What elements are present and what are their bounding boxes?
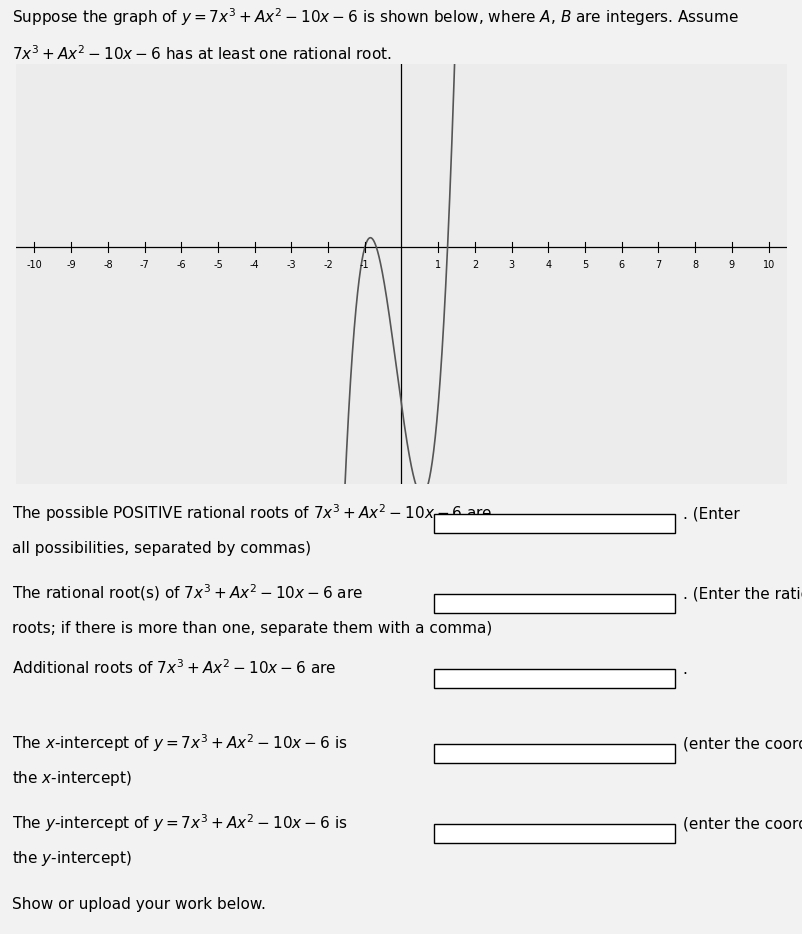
Bar bbox=[433, 594, 674, 613]
Text: . (Enter the rational: . (Enter the rational bbox=[682, 587, 802, 601]
Text: 2: 2 bbox=[472, 260, 477, 270]
Text: -9: -9 bbox=[67, 260, 76, 270]
Text: 10: 10 bbox=[762, 260, 774, 270]
Text: The $y$-intercept of $y = 7x^3 + Ax^2 - 10x - 6$ is: The $y$-intercept of $y = 7x^3 + Ax^2 - … bbox=[12, 812, 347, 834]
Bar bbox=[433, 669, 674, 688]
Text: all possibilities, separated by commas): all possibilities, separated by commas) bbox=[12, 541, 311, 556]
Bar bbox=[433, 744, 674, 763]
Text: -2: -2 bbox=[323, 260, 333, 270]
Text: -8: -8 bbox=[103, 260, 112, 270]
Text: 9: 9 bbox=[728, 260, 734, 270]
Text: 3: 3 bbox=[508, 260, 514, 270]
Text: 7: 7 bbox=[654, 260, 661, 270]
Text: 6: 6 bbox=[618, 260, 624, 270]
Text: -1: -1 bbox=[359, 260, 369, 270]
Text: Suppose the graph of $y = 7x^3 + Ax^2 - 10x - 6$ is shown below, where $A$, $B$ : Suppose the graph of $y = 7x^3 + Ax^2 - … bbox=[12, 7, 738, 28]
Text: -6: -6 bbox=[176, 260, 186, 270]
Text: Additional roots of $7x^3 + Ax^2 - 10x - 6$ are: Additional roots of $7x^3 + Ax^2 - 10x -… bbox=[12, 658, 336, 677]
Text: 8: 8 bbox=[691, 260, 698, 270]
Text: -5: -5 bbox=[213, 260, 222, 270]
Text: 5: 5 bbox=[581, 260, 587, 270]
Text: The possible POSITIVE rational roots of $7x^3 + Ax^2 - 10x - 6$ are: The possible POSITIVE rational roots of … bbox=[12, 502, 492, 524]
Text: -7: -7 bbox=[140, 260, 149, 270]
Text: . (Enter: . (Enter bbox=[682, 507, 739, 522]
Text: the $x$-intercept): the $x$-intercept) bbox=[12, 769, 132, 787]
Text: (enter the coordinates of: (enter the coordinates of bbox=[682, 737, 802, 752]
Text: 1: 1 bbox=[435, 260, 441, 270]
Text: -10: -10 bbox=[26, 260, 43, 270]
Text: the $y$-intercept): the $y$-intercept) bbox=[12, 849, 132, 868]
Text: -3: -3 bbox=[286, 260, 296, 270]
Text: .: . bbox=[682, 662, 687, 677]
Bar bbox=[433, 824, 674, 843]
Text: (enter the coordinates of: (enter the coordinates of bbox=[682, 817, 802, 832]
Bar bbox=[433, 514, 674, 533]
Text: -4: -4 bbox=[249, 260, 259, 270]
Text: The rational root(s) of $7x^3 + Ax^2 - 10x - 6$ are: The rational root(s) of $7x^3 + Ax^2 - 1… bbox=[12, 583, 363, 603]
Text: roots; if there is more than one, separate them with a comma): roots; if there is more than one, separa… bbox=[12, 620, 492, 635]
Text: The $x$-intercept of $y = 7x^3 + Ax^2 - 10x - 6$ is: The $x$-intercept of $y = 7x^3 + Ax^2 - … bbox=[12, 732, 347, 754]
Text: Show or upload your work below.: Show or upload your work below. bbox=[12, 897, 265, 912]
Text: 4: 4 bbox=[545, 260, 551, 270]
Text: $7x^3 + Ax^2 - 10x - 6$ has at least one rational root.: $7x^3 + Ax^2 - 10x - 6$ has at least one… bbox=[12, 45, 391, 64]
